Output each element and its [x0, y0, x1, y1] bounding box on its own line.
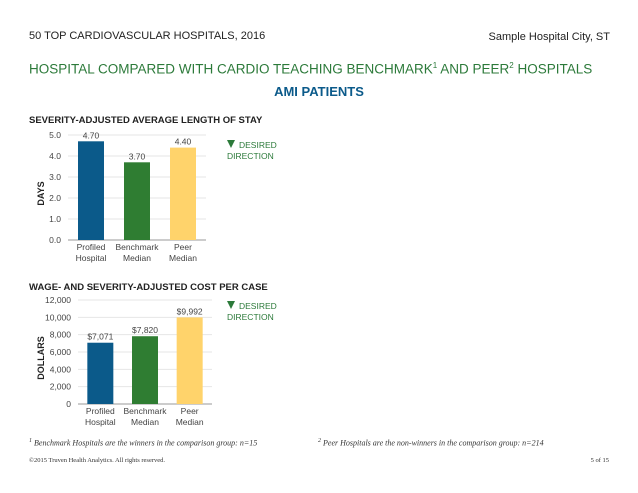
data-label: 4.70	[83, 130, 100, 140]
down-triangle-icon	[227, 301, 235, 309]
y-tick-label: 10,000	[45, 312, 71, 322]
footnote-1: 1 Benchmark Hospitals are the winners in…	[29, 438, 257, 448]
y-tick-label: 8,000	[50, 330, 72, 340]
x-category-label: Median	[131, 417, 159, 427]
y-tick-label: 4.0	[49, 151, 61, 161]
footnote-ref-2: 2	[509, 61, 514, 70]
footnote-2: 2 Peer Hospitals are the non-winners in …	[318, 438, 544, 448]
footnote-2-text: Peer Hospitals are the non-winners in th…	[321, 438, 544, 448]
bar	[132, 336, 158, 404]
x-category-label: Profiled	[77, 242, 106, 252]
data-label: $7,071	[87, 332, 113, 342]
y-tick-label: 3.0	[49, 172, 61, 182]
data-label: $7,820	[132, 325, 158, 335]
bar	[78, 141, 104, 240]
chart-1-title: SEVERITY-ADJUSTED AVERAGE LENGTH OF STAY	[29, 115, 263, 126]
y-tick-label: 1.0	[49, 214, 61, 224]
y-tick-label: 0.0	[49, 235, 61, 245]
y-tick-label: 5.0	[49, 130, 61, 140]
data-label: 4.40	[175, 137, 192, 147]
y-tick-label: 2,000	[50, 382, 72, 392]
x-category-label: Hospital	[76, 253, 107, 263]
x-category-label: Peer	[174, 242, 192, 252]
bar	[170, 147, 196, 240]
report-header-title: 50 TOP CARDIOVASCULAR HOSPITALS, 2016	[29, 30, 266, 42]
x-category-label: Hospital	[85, 417, 116, 427]
y-axis-label: DAYS	[36, 181, 46, 205]
y-tick-label: 4,000	[50, 364, 72, 374]
bar	[176, 317, 203, 404]
footnote-ref-1: 1	[432, 61, 438, 70]
footnote-1-text: Benchmark Hospitals are the winners in t…	[32, 438, 258, 448]
x-category-label: Peer	[181, 406, 199, 416]
x-category-label: Median	[123, 253, 151, 263]
x-category-label: Benchmark	[116, 242, 160, 252]
page-title-part1: HOSPITAL COMPARED WITH CARDIO TEACHING B…	[29, 61, 433, 77]
y-axis-label: DOLLARS	[36, 336, 46, 380]
y-tick-label: 12,000	[45, 295, 71, 305]
data-label: 3.70	[129, 151, 146, 161]
copyright-notice: ©2015 Truven Health Analytics. All right…	[29, 457, 166, 464]
down-triangle-icon	[227, 140, 235, 148]
y-tick-label: 0	[66, 399, 71, 409]
x-category-label: Median	[176, 417, 204, 427]
desired-direction-legend-1: DESIRED DIRECTION	[227, 140, 297, 162]
page-title: HOSPITAL COMPARED WITH CARDIO TEACHING B…	[29, 61, 592, 77]
page-subtitle: AMI PATIENTS	[274, 84, 364, 99]
page-title-part3: HOSPITALS	[513, 61, 593, 77]
bar	[87, 342, 114, 404]
page-title-part2: AND PEER	[437, 61, 510, 77]
data-label: $9,992	[177, 306, 203, 316]
y-tick-label: 2.0	[49, 193, 61, 203]
desired-direction-label: DESIRED DIRECTION	[227, 301, 277, 322]
hospital-name: Sample Hospital City, ST	[488, 31, 610, 43]
y-tick-label: 6,000	[50, 347, 72, 357]
x-category-label: Median	[169, 253, 197, 263]
page-number: 5 of 15	[590, 457, 609, 464]
footnote-2-number: 2	[318, 438, 321, 444]
footnote-1-number: 1	[29, 438, 32, 444]
x-category-label: Profiled	[86, 406, 115, 416]
desired-direction-label: DESIRED DIRECTION	[227, 140, 277, 161]
bar	[124, 162, 150, 240]
chart-2-title: WAGE- AND SEVERITY-ADJUSTED COST PER CAS…	[29, 282, 268, 293]
desired-direction-legend-2: DESIRED DIRECTION	[227, 301, 297, 323]
x-category-label: Benchmark	[124, 406, 168, 416]
